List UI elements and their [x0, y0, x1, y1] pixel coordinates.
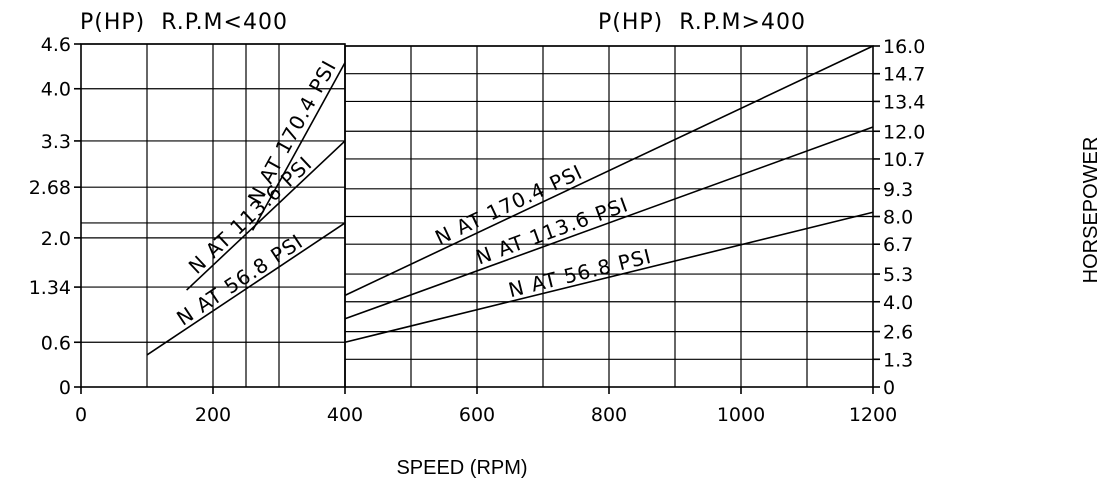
left-series-line-3: [146, 222, 346, 356]
right-y-tick-label: 12.0: [883, 121, 925, 143]
left-series-line-2: [186, 140, 346, 291]
x-axis-title: SPEED (RPM): [396, 457, 527, 479]
right-series-line-3: [344, 211, 874, 344]
left-y-tick-label: 2.0: [41, 228, 71, 250]
x-tick-label: 400: [327, 404, 363, 426]
right-panel-title: P(HP) R.P.M>400: [598, 10, 806, 35]
y-axis-title: HORSEPOWER: [1080, 137, 1102, 284]
right-y-tick-label: 10.7: [883, 149, 925, 171]
tick-labels: 0 200 400 600 800 1000 1200 0 0.6 1.34 2.0 2.68 3.3 4…: [29, 34, 926, 426]
right-y-tick-label: 2.6: [883, 322, 913, 344]
left-y-tick-label: 2.68: [29, 177, 71, 199]
left-y-tick-label: 0: [59, 377, 71, 399]
right-y-tick-label: 6.7: [883, 234, 913, 256]
right-y-tick-label: 9.3: [883, 179, 913, 201]
right-y-tick-label: 16.0: [883, 36, 925, 58]
right-y-tick-label: 4.0: [883, 292, 913, 314]
left-series-line-1: [251, 62, 346, 231]
left-y-tick-label: 3.3: [41, 131, 71, 153]
grid-lines: [81, 43, 873, 387]
x-tick-label: 600: [459, 404, 495, 426]
left-panel-title: P(HP) R.P.M<400: [80, 10, 288, 35]
x-tick-label: 0: [75, 404, 87, 426]
right-y-tick-label: 14.7: [883, 64, 925, 86]
x-tick-label: 800: [591, 404, 627, 426]
right-series-line-1: [344, 45, 874, 297]
left-y-tick-label: 4.6: [41, 34, 71, 56]
right-y-tick-label: 0: [883, 377, 895, 399]
right-y-tick-label: 1.3: [883, 349, 913, 371]
left-y-tick-label: 4.0: [41, 79, 71, 101]
x-tick-label: 1200: [849, 404, 897, 426]
right-y-tick-label: 13.4: [883, 91, 925, 113]
left-y-tick-label: 1.34: [29, 277, 71, 299]
right-y-tick-label: 8.0: [883, 207, 913, 229]
left-series-label-group: N AT 56.8 PSI: [172, 229, 307, 330]
right-series-line-2: [344, 126, 874, 320]
x-tick-label: 1000: [717, 404, 765, 426]
x-tick-label: 200: [195, 404, 231, 426]
left-series-label-3: N AT 56.8 PSI: [172, 229, 307, 330]
left-y-tick-label: 0.6: [41, 332, 71, 354]
right-y-tick-label: 5.3: [883, 264, 913, 286]
